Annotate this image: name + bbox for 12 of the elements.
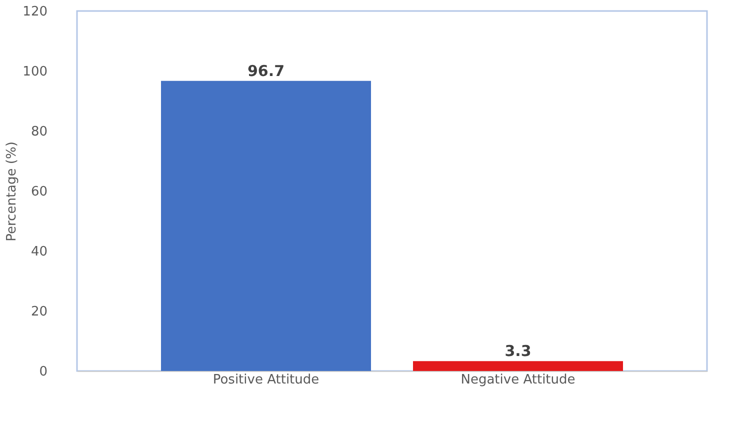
- data-label: 96.7: [247, 62, 285, 80]
- y-axis-title: Percentage (%): [4, 142, 20, 242]
- x-tick-label: Positive Attitude: [212, 372, 320, 388]
- y-tick-label: 40: [30, 244, 48, 260]
- y-tick-label: 60: [30, 184, 48, 200]
- y-tick-label: 20: [30, 304, 48, 320]
- x-tick-label: Negative Attitude: [460, 372, 576, 388]
- y-tick-label: 120: [22, 4, 48, 20]
- y-tick-label: 0: [39, 364, 48, 380]
- data-label: 3.3: [504, 342, 532, 360]
- y-tick-label: 100: [22, 64, 48, 80]
- y-tick-label: 80: [30, 124, 48, 140]
